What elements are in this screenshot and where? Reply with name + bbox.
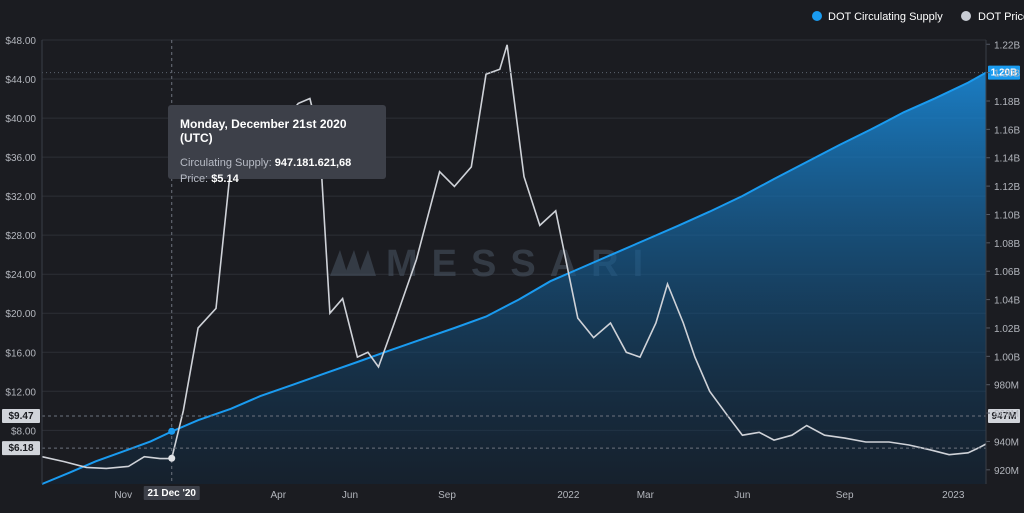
tooltip-supply-label: Circulating Supply:: [180, 157, 272, 169]
tooltip-supply-row: Circulating Supply: 947.181.621,68: [180, 155, 374, 171]
right-axis-tick-label: 1.06B: [994, 267, 1020, 278]
right-supply-badge-hover-bg: [988, 408, 1020, 423]
x-axis-tick-label: Jun: [734, 490, 750, 501]
left-axis-tick-label: $40.00: [5, 114, 36, 125]
hover-price-point: [168, 454, 176, 462]
x-axis-crosshair-date-badge-bg: [143, 486, 200, 500]
x-axis-tick-label: Sep: [438, 490, 456, 501]
right-axis-tick-label: 1.12B: [994, 182, 1020, 193]
x-axis-tick-label: Apr: [270, 490, 286, 501]
messari-logo-icon: [330, 250, 376, 276]
left-price-badge-top: $9.47: [8, 411, 33, 422]
x-axis-tick-label: Jun: [342, 490, 358, 501]
right-axis-tick-label: 940M: [994, 437, 1019, 448]
left-axis-tick-label: $20.00: [5, 309, 36, 320]
x-axis-tick-label: Sep: [836, 490, 854, 501]
right-axis-tick-label: 1.22B: [994, 40, 1020, 51]
price-series-line[interactable]: [41, 44, 987, 470]
supply-series-line[interactable]: [41, 71, 987, 485]
right-supply-badge-current-bg: [988, 65, 1020, 80]
right-axis-tick-label: 1.02B: [994, 324, 1020, 335]
supply-area: [42, 72, 986, 484]
right-axis-tick-label: 920M: [994, 466, 1019, 477]
left-axis-tick-label: $24.00: [5, 270, 36, 281]
left-axis-tick-label: $36.00: [5, 153, 36, 164]
left-price-badge-bottom: $6.18: [8, 443, 33, 454]
right-axis-tick-label: 1.14B: [994, 154, 1020, 165]
hover-supply-point: [168, 427, 176, 435]
right-axis-tick-label: 1.16B: [994, 125, 1020, 136]
supply-area-fill: [42, 72, 986, 484]
tooltip-price-row: Price: $5.14: [180, 171, 374, 187]
x-axis-tick-label: Mar: [637, 490, 655, 501]
left-price-badge-bottom-bg: [2, 441, 40, 456]
left-axis-tick-label: $12.00: [5, 387, 36, 398]
left-axis-tick-label: $8.00: [11, 426, 36, 437]
x-axis-tick-label: 2023: [942, 490, 965, 501]
legend: DOT Circulating Supply DOT Price: [812, 11, 1024, 23]
left-axis-tick-label: $44.00: [5, 75, 36, 86]
grid-lines: [42, 39, 986, 431]
x-axis-tick-label: 2022: [557, 490, 580, 501]
left-axis-tick-label: $32.00: [5, 192, 36, 203]
tooltip-price-label: Price:: [180, 173, 209, 185]
x-axis-crosshair-date-badge: 21 Dec '20: [147, 488, 196, 499]
left-axis-tick-label: $16.00: [5, 348, 36, 359]
right-axis-tick-label: 1.00B: [994, 352, 1020, 363]
left-axis-tick-label: $48.00: [5, 36, 36, 47]
left-price-badge-top-bg: [2, 408, 40, 423]
right-axis-tick-label: 1.04B: [994, 296, 1020, 307]
right-axis-tick-label: 980M: [994, 381, 1019, 392]
right-axis-tick-label: 960M: [994, 409, 1019, 420]
right-supply-badge-hover: 947M: [991, 411, 1016, 422]
hover-tooltip: Monday, December 21st 2020 (UTC) Circula…: [168, 105, 386, 185]
axes: $8.00 $12.00 $16.00 $20.00 $24.00 $28.00 $32.0…: [5, 36, 1020, 501]
right-axis-tick-label: 1.18B: [994, 97, 1020, 108]
right-axis-tick-label: 1.10B: [994, 210, 1020, 221]
right-axis-tick-label: 1.20B: [994, 69, 1020, 80]
right-supply-badge-current: 1.20B: [991, 68, 1018, 79]
legend-price-label: DOT Price: [978, 11, 1024, 23]
legend-supply-swatch: [812, 11, 822, 21]
series-lines: [41, 44, 987, 485]
legend-supply-label: DOT Circulating Supply: [828, 11, 943, 23]
tooltip-price-value: $5.14: [211, 173, 239, 185]
tooltip-title: Monday, December 21st 2020 (UTC): [180, 117, 347, 145]
tooltip-supply-value: 947.181.621,68: [274, 157, 352, 169]
crosshair: $9.47 $6.18 1.20B 947M 21 Dec '20: [2, 40, 1020, 500]
left-axis-tick-label: $28.00: [5, 231, 36, 242]
legend-price-swatch: [961, 11, 971, 21]
right-axis-tick-label: 1.08B: [994, 239, 1020, 250]
x-axis-tick-label: Nov: [114, 490, 132, 501]
